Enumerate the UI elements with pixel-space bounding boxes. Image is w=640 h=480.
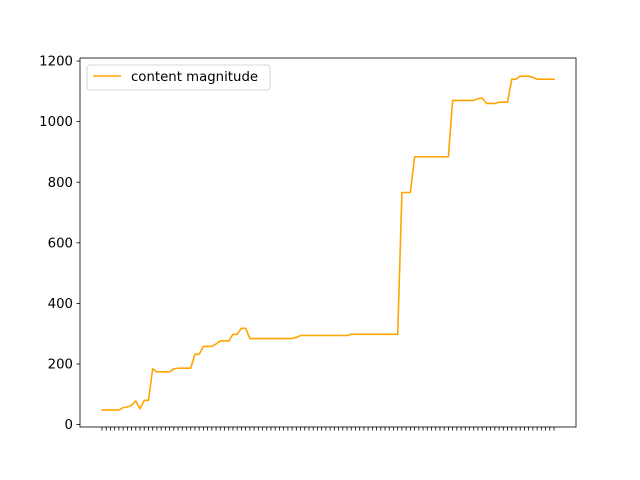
- legend-label: content magnitude: [131, 70, 258, 85]
- legend-box: [86, 64, 271, 91]
- plot-frame: [79, 57, 577, 428]
- y-tick-label: 400: [48, 297, 73, 312]
- x-axis: [101, 427, 555, 431]
- y-tick-label: 200: [48, 358, 73, 373]
- series-line-content-magnitude: [101, 75, 555, 411]
- y-tick-label: 600: [48, 236, 73, 251]
- y-tick-label: 1200: [39, 55, 73, 70]
- y-tick-label: 1000: [39, 115, 73, 130]
- legend: content magnitude: [86, 64, 271, 91]
- y-tick-label: 0: [65, 418, 73, 433]
- y-tick-label: 800: [48, 176, 73, 191]
- y-axis: 0 200 400 600 800 1000 1200: [39, 55, 80, 433]
